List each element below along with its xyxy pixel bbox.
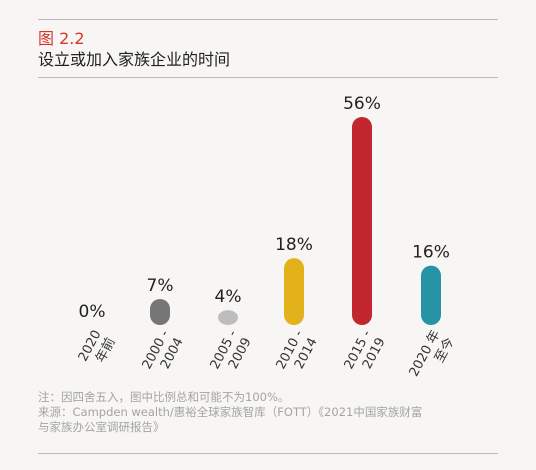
rounding-note: 注：因四舍五入，图中比例总和可能不为100%。 — [38, 390, 290, 404]
value-label-3: 18% — [275, 235, 313, 255]
value-label-0: 0% — [79, 302, 106, 322]
bar-3 — [284, 258, 304, 325]
bar-5 — [421, 265, 441, 325]
value-label-1: 7% — [147, 276, 174, 296]
value-label-2: 4% — [215, 287, 242, 307]
top-rule — [38, 19, 498, 20]
bar-2 — [218, 310, 238, 325]
title-rule — [38, 77, 498, 78]
category-label-3: 2010 -2014 — [274, 328, 321, 372]
figure-label: 图 2.2 — [38, 29, 85, 48]
source-line-2: 与家族办公室调研报告》 — [38, 420, 165, 434]
notes-block: 注：因四舍五入，图中比例总和可能不为100%。 来源：Campden wealt… — [38, 390, 508, 435]
value-label-5: 16% — [412, 243, 450, 263]
category-label-1: 2000 -2004 — [140, 328, 187, 372]
value-label-4: 56% — [343, 94, 381, 114]
bar-1 — [150, 299, 170, 325]
bar-4 — [352, 117, 372, 325]
category-label-5: 2020 年至今 — [407, 328, 458, 379]
category-label-4: 2015 -2019 — [342, 328, 389, 372]
source-line-1: 来源：Campden wealth/惠裕全球家族智库（FOTT）《2021中国家… — [38, 405, 423, 419]
category-label-2: 2005 -2009 — [208, 328, 255, 372]
bottom-rule — [38, 453, 498, 454]
figure-title: 设立或加入家族企业的时间 — [38, 50, 231, 69]
